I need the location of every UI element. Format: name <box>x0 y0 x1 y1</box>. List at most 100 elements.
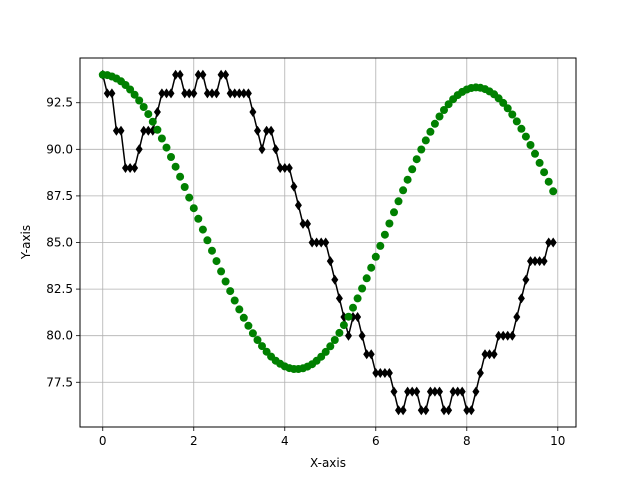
series-0-point <box>422 405 430 416</box>
series-1-point <box>371 252 380 261</box>
series-0-point <box>522 274 530 285</box>
y-tick-label: 82.5 <box>46 282 73 296</box>
series-1-point <box>239 313 248 322</box>
series-1-point <box>390 208 398 217</box>
series-1-point <box>226 287 235 296</box>
series-1-point <box>349 303 357 312</box>
series-1-point <box>544 177 553 186</box>
series-0-point <box>472 386 480 397</box>
series-1-point <box>517 124 526 133</box>
series-0-point <box>413 386 421 397</box>
series-0-point <box>122 163 129 173</box>
series-1-point <box>198 225 207 234</box>
series-1-point <box>330 336 339 344</box>
series-0-point <box>454 386 462 397</box>
series-1-point <box>171 162 180 171</box>
series-0-point <box>445 405 453 416</box>
series-1-point <box>521 132 530 141</box>
series-0-point <box>263 125 271 136</box>
series-0-point <box>513 312 521 322</box>
series-1-point <box>503 104 512 113</box>
series-0-point <box>285 163 293 173</box>
series-0-point <box>331 274 339 285</box>
series-1-point <box>203 236 212 245</box>
series-0-point <box>495 330 503 341</box>
series-1-point <box>248 329 257 338</box>
series-0-point <box>486 349 493 360</box>
series-0-point <box>126 163 134 173</box>
series-1-point <box>385 219 394 228</box>
series-1-point <box>344 312 353 321</box>
series-1-point <box>135 96 144 105</box>
series-1-point <box>512 117 521 126</box>
series-1-point <box>549 187 558 196</box>
series-1-point <box>176 172 185 181</box>
series-0-point <box>545 237 553 248</box>
series-0-point <box>531 256 539 267</box>
x-tick-label: 4 <box>281 434 289 448</box>
x-axis-label: X-axis <box>310 456 346 470</box>
series-0-point <box>431 386 439 397</box>
series-1-point <box>421 136 430 145</box>
series-0-point <box>363 349 371 360</box>
series-1-point <box>139 103 148 111</box>
series-0-point <box>231 88 239 99</box>
series-0-point <box>376 368 384 378</box>
series-1-point <box>408 165 417 174</box>
series-0-point <box>135 144 143 155</box>
series-1-point <box>130 90 139 99</box>
series-1-point <box>535 158 544 167</box>
series-1-point <box>230 296 239 305</box>
series-0-point <box>499 330 507 341</box>
series-0-point <box>217 69 225 80</box>
series-0-point <box>103 88 111 99</box>
series-0-point <box>408 386 416 397</box>
series-0-point <box>317 237 325 248</box>
series-0-point <box>108 88 116 99</box>
series-0-point <box>226 88 234 99</box>
series-0-point <box>426 386 434 397</box>
series-0-point <box>417 405 425 416</box>
series-0-point <box>322 237 330 248</box>
series-0-point <box>222 69 230 80</box>
series-1-point <box>162 143 171 152</box>
series-0-point <box>294 200 302 211</box>
series-1-point <box>167 153 175 161</box>
series-0-point <box>345 330 352 341</box>
series-0-point <box>281 163 289 173</box>
series-0-point <box>372 368 380 378</box>
series-1-point <box>440 106 448 114</box>
series-0-point <box>235 88 243 99</box>
series-0-point <box>440 405 448 416</box>
y-axis-label: Y-axis <box>19 225 33 260</box>
series-1-point <box>380 230 389 239</box>
series-0-point <box>203 88 211 99</box>
series-0-point <box>213 88 220 99</box>
series-0-point <box>258 144 266 155</box>
series-1-point <box>426 127 435 136</box>
series-0-point <box>158 88 166 99</box>
y-tick-label: 85.0 <box>46 236 73 250</box>
series-1-point <box>353 294 362 303</box>
series-0-point <box>194 69 202 80</box>
x-tick-label: 0 <box>99 434 107 448</box>
series-0-point <box>140 125 148 136</box>
series-0-point <box>504 330 512 341</box>
series-1-point <box>217 267 226 276</box>
series-1-point <box>430 119 439 128</box>
series-1-point <box>394 197 403 206</box>
series-0-point <box>508 330 516 341</box>
series-1-point <box>189 204 198 213</box>
series-1-point <box>153 125 162 134</box>
y-tick-label: 90.0 <box>46 142 73 156</box>
series-0-point <box>185 88 193 99</box>
series-0-point <box>313 237 321 248</box>
series-0-point <box>458 386 466 397</box>
series-0-point <box>463 405 471 416</box>
series-1-point <box>367 263 376 272</box>
y-tick-label: 80.0 <box>46 329 73 343</box>
series-0-point <box>167 88 175 99</box>
series-0-point <box>335 293 343 304</box>
series-0-point <box>181 88 189 99</box>
series-1-point <box>321 347 330 356</box>
